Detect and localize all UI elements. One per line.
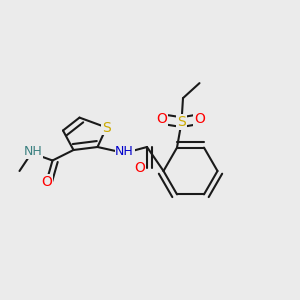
Text: O: O xyxy=(41,175,52,188)
Text: NH: NH xyxy=(24,145,42,158)
Text: O: O xyxy=(194,112,205,126)
Text: S: S xyxy=(177,115,186,129)
Text: O: O xyxy=(157,112,167,126)
Text: NH: NH xyxy=(115,145,134,158)
Text: O: O xyxy=(134,161,145,175)
Text: S: S xyxy=(102,121,111,134)
